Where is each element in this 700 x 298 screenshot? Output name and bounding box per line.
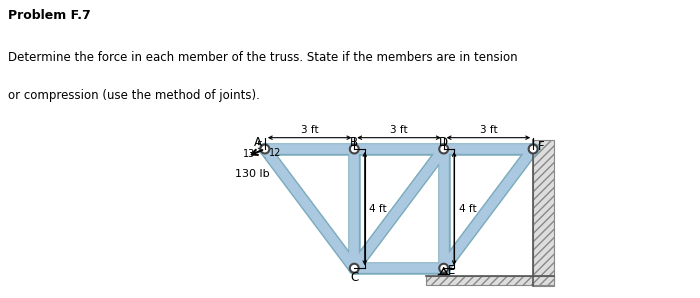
Text: Problem F.7: Problem F.7: [8, 9, 91, 22]
Text: Determine the force in each member of the truss. State if the members are in ten: Determine the force in each member of th…: [8, 51, 518, 64]
Polygon shape: [426, 276, 554, 285]
Circle shape: [439, 145, 448, 153]
Text: 4 ft: 4 ft: [458, 204, 476, 214]
Text: 12: 12: [269, 148, 281, 159]
Circle shape: [350, 145, 359, 153]
Text: E: E: [449, 264, 456, 277]
Text: 3 ft: 3 ft: [480, 125, 497, 135]
Circle shape: [528, 145, 538, 153]
Text: 13: 13: [244, 149, 256, 159]
Circle shape: [439, 264, 448, 273]
Text: 3 ft: 3 ft: [390, 125, 408, 135]
Text: B: B: [350, 136, 358, 149]
Text: 4 ft: 4 ft: [369, 204, 387, 214]
Text: A: A: [254, 136, 262, 149]
Text: D: D: [439, 136, 448, 149]
Text: or compression (use the method of joints).: or compression (use the method of joints…: [8, 89, 260, 103]
Text: 5: 5: [256, 141, 262, 151]
Circle shape: [260, 145, 270, 153]
Text: 130 lb: 130 lb: [235, 169, 270, 179]
Text: C: C: [350, 271, 358, 284]
Text: 3 ft: 3 ft: [301, 125, 318, 135]
Polygon shape: [533, 140, 554, 286]
Circle shape: [350, 264, 359, 273]
Text: F: F: [538, 140, 545, 153]
